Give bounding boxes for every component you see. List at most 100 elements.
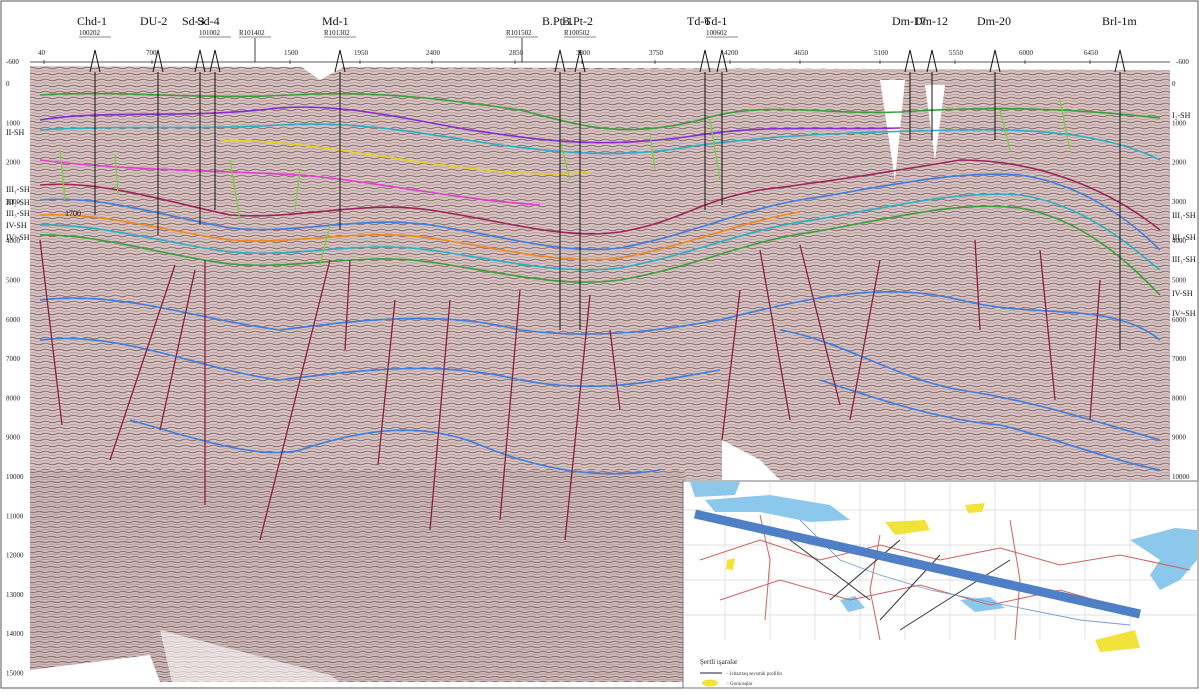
well-code-label: 100602	[706, 29, 728, 37]
left-horizon-label: III₃-SH	[6, 209, 30, 218]
well-code-label: R101502	[506, 29, 532, 37]
right-depth-label: 10000	[1172, 473, 1190, 481]
well-derrick-icon	[554, 49, 566, 73]
minor-fault-line	[999, 109, 1011, 151]
well-derrick-icon	[1114, 49, 1126, 73]
right-horizon-label: IVᵃ-SH	[1172, 309, 1196, 318]
minor-fault-line	[319, 224, 331, 266]
inset-legend-title: Şertli işarələr	[700, 658, 738, 666]
well-name-label: Sd-4	[197, 14, 220, 28]
well-derrick-icon	[926, 49, 938, 73]
well-code-label: R101302	[324, 29, 350, 37]
well-derrick-icon	[152, 49, 164, 73]
left-depth-label: 10000	[6, 473, 24, 481]
axis-tick-label: 40	[38, 49, 46, 57]
well-derrick-icon	[209, 49, 221, 73]
right-horizon-label: IV-SH	[1172, 289, 1193, 298]
fault-line	[609, 329, 621, 411]
well-code-label: 101002	[199, 29, 221, 37]
horizon-line	[129, 419, 661, 475]
left-depth-scale: 0 1000 2000 3000 4000 5000 6000 7000 8000 9000 100…	[6, 80, 24, 678]
axis-end-label: -600	[1176, 58, 1189, 66]
profile-location-bar	[694, 509, 1141, 619]
axis-tick-label: 2850	[509, 49, 524, 57]
left-horizon-label: III₁-SH	[6, 185, 30, 194]
left-depth-label: 8000	[6, 394, 21, 402]
left-depth-label: 11000	[6, 512, 24, 520]
left-depth-label: 15000	[6, 670, 24, 678]
fault-line	[974, 239, 981, 331]
left-depth-label: 12000	[6, 552, 24, 560]
fault-line	[259, 259, 331, 541]
fault-line	[39, 239, 63, 426]
fault-line	[109, 264, 176, 461]
well-name-label: Td-1	[704, 14, 727, 28]
fault-line	[799, 244, 841, 406]
horizon-line	[39, 193, 1161, 271]
inset-location-map: Şertli işarələr - Icbarrtaq seysmik prof…	[682, 480, 1199, 689]
axis-tick-label: 3300	[576, 49, 591, 57]
left-depth-label: 2000	[6, 159, 21, 167]
fault-line	[564, 294, 591, 541]
left-depth-label: 3000	[6, 198, 21, 206]
horizon-line	[39, 290, 1161, 341]
well-name-label: Brl-1m	[1102, 14, 1137, 28]
right-depth-label: 2000	[1172, 159, 1187, 167]
left-depth-label: 13000	[6, 591, 24, 599]
axis-tick-label: 1950	[354, 49, 369, 57]
horizon-line	[39, 205, 1161, 296]
fault-line	[721, 289, 741, 441]
left-depth-label: 6000	[6, 316, 21, 324]
right-depth-label: 3000	[1172, 198, 1187, 206]
fault-line	[759, 249, 791, 421]
well-derrick-icon	[716, 49, 728, 73]
fault-line	[1089, 279, 1101, 421]
axis-tick-label: 6000	[1019, 49, 1034, 57]
left-horizon-label: III₂-SH	[6, 198, 30, 207]
minor-fault-line	[1059, 99, 1071, 151]
horizon-line	[39, 173, 1161, 251]
axis-tick-label: 1500	[284, 49, 299, 57]
axis-tick-label: 4650	[794, 49, 809, 57]
horizon-line	[779, 329, 1161, 441]
well-name-label: Dm-17	[892, 14, 926, 28]
seismic-section	[30, 66, 1170, 682]
horizon-line	[39, 92, 1161, 131]
right-horizon-label: I₂-SH	[1172, 111, 1191, 120]
well-derrick-icon	[334, 49, 346, 73]
axis-tick-label: 4200	[724, 49, 739, 57]
left-horizon-label: IVᵃ-SH	[6, 233, 30, 242]
well-derrick-icon	[904, 49, 916, 73]
axis-tick-label: 700	[146, 49, 157, 57]
axis-tick-label: 2400	[426, 49, 441, 57]
horizon-line	[819, 379, 1161, 471]
horizon-line	[39, 123, 1161, 161]
left-horizon-labels: II-SH III₁-SH III₂-SH III₃-SH IV-SH IVᵃ-SH	[6, 128, 30, 242]
left-depth-label: 9000	[6, 434, 21, 442]
annotation-1700: 1700	[65, 209, 81, 218]
inset-legend-item-1: - Icbarrtaq seysmik profilin	[727, 672, 782, 677]
minor-fault-line	[649, 134, 656, 171]
left-depth-label: 14000	[6, 630, 24, 638]
left-horizon-label: IV-SH	[6, 221, 27, 230]
fault-line	[377, 299, 396, 466]
well-name-label: DU-2	[140, 14, 167, 28]
left-depth-label: 0	[6, 80, 10, 88]
well-name-label: Chd-1	[77, 14, 107, 28]
well-name-label: Dm-12	[914, 14, 948, 28]
axis-tick-label: 5550	[949, 49, 964, 57]
well-derrick-icon	[989, 49, 1001, 73]
well-code-label: R100502	[564, 29, 590, 37]
well-name-label: B.Pt-1	[542, 14, 573, 28]
inset-legend-item-2: - Gorucaqlar	[727, 682, 753, 687]
top-axis: -600 -600 40 700 1500 1950 2400 2850 3300 3750 4…	[6, 49, 1189, 66]
minor-fault-line	[559, 139, 571, 181]
right-horizon-labels: I₂-SH III₁-SH III₂-SH III₃-SH IV-SH IVᵃ-SH	[1172, 111, 1196, 318]
well-name-label: Dm-20	[977, 14, 1011, 28]
axis-tick-label: 5100	[874, 49, 889, 57]
horizon-line	[39, 159, 1161, 235]
right-depth-label: 7000	[1172, 355, 1187, 363]
right-horizon-label: III₁-SH	[1172, 211, 1196, 220]
left-depth-label: 4000	[6, 237, 21, 245]
well-derrick-icon	[89, 49, 101, 73]
